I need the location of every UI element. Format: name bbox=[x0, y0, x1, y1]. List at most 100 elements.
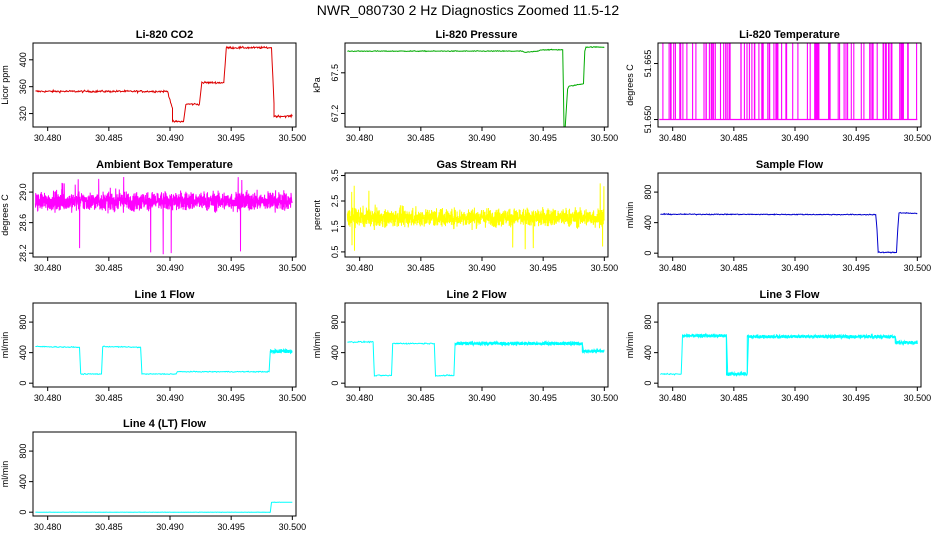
series-band bbox=[682, 332, 918, 378]
panel-5: Gas Stream RH percent 30.480 30.485 30.490 30… bbox=[312, 159, 618, 273]
panel-2: Li-820 Pressure kPa 30.480 30.485 30.490 30.4… bbox=[312, 29, 618, 143]
data-series bbox=[35, 501, 293, 513]
x-tick-label: 30.500 bbox=[591, 263, 619, 273]
y-tick-label: 800 bbox=[330, 315, 340, 330]
panel-6: Sample Flow ml/min 30.480 30.485 30.490 30.49… bbox=[625, 159, 931, 273]
x-tick-label: 30.480 bbox=[659, 133, 687, 143]
y-tick-label: 800 bbox=[18, 444, 28, 459]
y-tick-label: 0 bbox=[643, 381, 653, 386]
plot-frame bbox=[32, 302, 297, 388]
x-tick-label: 30.480 bbox=[34, 133, 62, 143]
x-tick-label: 30.490 bbox=[468, 393, 496, 403]
plot-frame bbox=[657, 42, 922, 128]
data-series bbox=[347, 46, 605, 127]
x-tick-label: 30.485 bbox=[720, 263, 748, 273]
x-tick-label: 30.490 bbox=[468, 133, 496, 143]
x-tick-label: 30.485 bbox=[407, 133, 435, 143]
panel-3: Li-820 Temperature degrees C 30.480 30.485 3… bbox=[625, 29, 931, 143]
series-line bbox=[347, 340, 605, 378]
x-tick-label: 30.485 bbox=[720, 133, 748, 143]
x-tick-label: 30.485 bbox=[407, 393, 435, 403]
x-tick-label: 30.495 bbox=[842, 263, 870, 273]
y-tick-label: 51.650 bbox=[643, 106, 653, 134]
panel-title: Line 4 (LT) Flow bbox=[123, 418, 206, 430]
x-tick-label: 30.480 bbox=[34, 263, 62, 273]
x-tick-label: 30.485 bbox=[95, 263, 123, 273]
series-line bbox=[35, 45, 293, 123]
x-tick-label: 30.500 bbox=[279, 263, 307, 273]
data-series bbox=[659, 43, 918, 121]
x-tick-label: 30.485 bbox=[95, 522, 123, 532]
panel-1: Li-820 CO2 Licor ppm 30.480 30.485 30.490 30.… bbox=[0, 29, 306, 143]
panel-title: Li-820 Temperature bbox=[739, 29, 840, 41]
x-tick-label: 30.490 bbox=[781, 393, 809, 403]
x-tick-label: 30.500 bbox=[904, 393, 932, 403]
x-tick-label: 30.490 bbox=[468, 263, 496, 273]
x-tick-label: 30.495 bbox=[842, 133, 870, 143]
x-tick-label: 30.495 bbox=[529, 393, 557, 403]
x-tick-label: 30.485 bbox=[95, 393, 123, 403]
page-title: NWR_080730 2 Hz Diagnostics Zoomed 11.5-… bbox=[316, 2, 620, 18]
series-line bbox=[660, 211, 918, 254]
x-tick-label: 30.500 bbox=[591, 133, 619, 143]
y-tick-label: 400 bbox=[18, 474, 28, 489]
x-tick-label: 30.495 bbox=[217, 263, 245, 273]
panel-4: Ambient Box Temperature degrees C 30.480 30… bbox=[0, 159, 306, 273]
y-tick-label: 28.2 bbox=[18, 244, 28, 262]
y-tick-label: 0 bbox=[18, 381, 28, 386]
series-line bbox=[347, 46, 605, 127]
y-tick-label: 28.6 bbox=[18, 214, 28, 232]
y-axis-label: Licor ppm bbox=[0, 65, 10, 105]
data-series bbox=[660, 211, 918, 254]
y-axis-label: ml/min bbox=[0, 332, 10, 359]
x-tick-label: 30.500 bbox=[591, 393, 619, 403]
y-tick-label: 400 bbox=[330, 345, 340, 360]
x-tick-label: 30.495 bbox=[842, 393, 870, 403]
panel-title: Ambient Box Temperature bbox=[96, 159, 233, 171]
y-tick-label: 320 bbox=[18, 106, 28, 121]
plot-frame bbox=[657, 172, 922, 258]
x-tick-label: 30.485 bbox=[720, 393, 748, 403]
y-axis-label: ml/min bbox=[0, 461, 10, 488]
x-tick-label: 30.480 bbox=[659, 393, 687, 403]
series-noise bbox=[346, 183, 605, 251]
series-line bbox=[660, 334, 918, 376]
y-tick-label: 400 bbox=[18, 52, 28, 67]
y-tick-label: 400 bbox=[18, 345, 28, 360]
panel-8: Line 2 Flow ml/min 30.480 30.485 30.490 30.49… bbox=[312, 289, 618, 403]
series-noise bbox=[34, 176, 293, 255]
series-band bbox=[269, 347, 293, 355]
y-tick-label: 0 bbox=[643, 251, 653, 256]
plot-frame bbox=[32, 42, 297, 128]
x-tick-label: 30.490 bbox=[781, 133, 809, 143]
panel-title: Line 3 Flow bbox=[760, 289, 820, 301]
series-band bbox=[454, 339, 605, 355]
x-tick-label: 30.480 bbox=[34, 522, 62, 532]
y-tick-label: 800 bbox=[18, 315, 28, 330]
panel-title: Sample Flow bbox=[756, 159, 824, 171]
series-spikes bbox=[662, 43, 918, 120]
y-tick-label: 800 bbox=[643, 185, 653, 200]
y-tick-label: 400 bbox=[643, 345, 653, 360]
x-tick-label: 30.495 bbox=[217, 393, 245, 403]
panel-title: Li-820 CO2 bbox=[136, 29, 193, 41]
y-axis-label: ml/min bbox=[625, 332, 635, 359]
x-tick-label: 30.490 bbox=[781, 263, 809, 273]
x-tick-label: 30.495 bbox=[217, 133, 245, 143]
y-tick-label: 0.5 bbox=[330, 246, 340, 259]
y-axis-label: ml/min bbox=[312, 332, 322, 359]
plot-frame bbox=[32, 172, 297, 258]
series-line bbox=[35, 345, 293, 376]
y-axis-label: degrees C bbox=[0, 194, 10, 236]
y-tick-label: 360 bbox=[18, 79, 28, 94]
y-tick-label: 0 bbox=[18, 510, 28, 515]
x-tick-label: 30.500 bbox=[904, 263, 932, 273]
y-tick-label: 400 bbox=[643, 215, 653, 230]
y-tick-label: 51.665 bbox=[643, 50, 653, 78]
y-tick-label: 0 bbox=[330, 381, 340, 386]
x-tick-label: 30.490 bbox=[156, 263, 184, 273]
y-axis-label: ml/min bbox=[625, 202, 635, 229]
plot-frame bbox=[32, 431, 297, 517]
y-tick-label: 3.5 bbox=[330, 169, 340, 182]
